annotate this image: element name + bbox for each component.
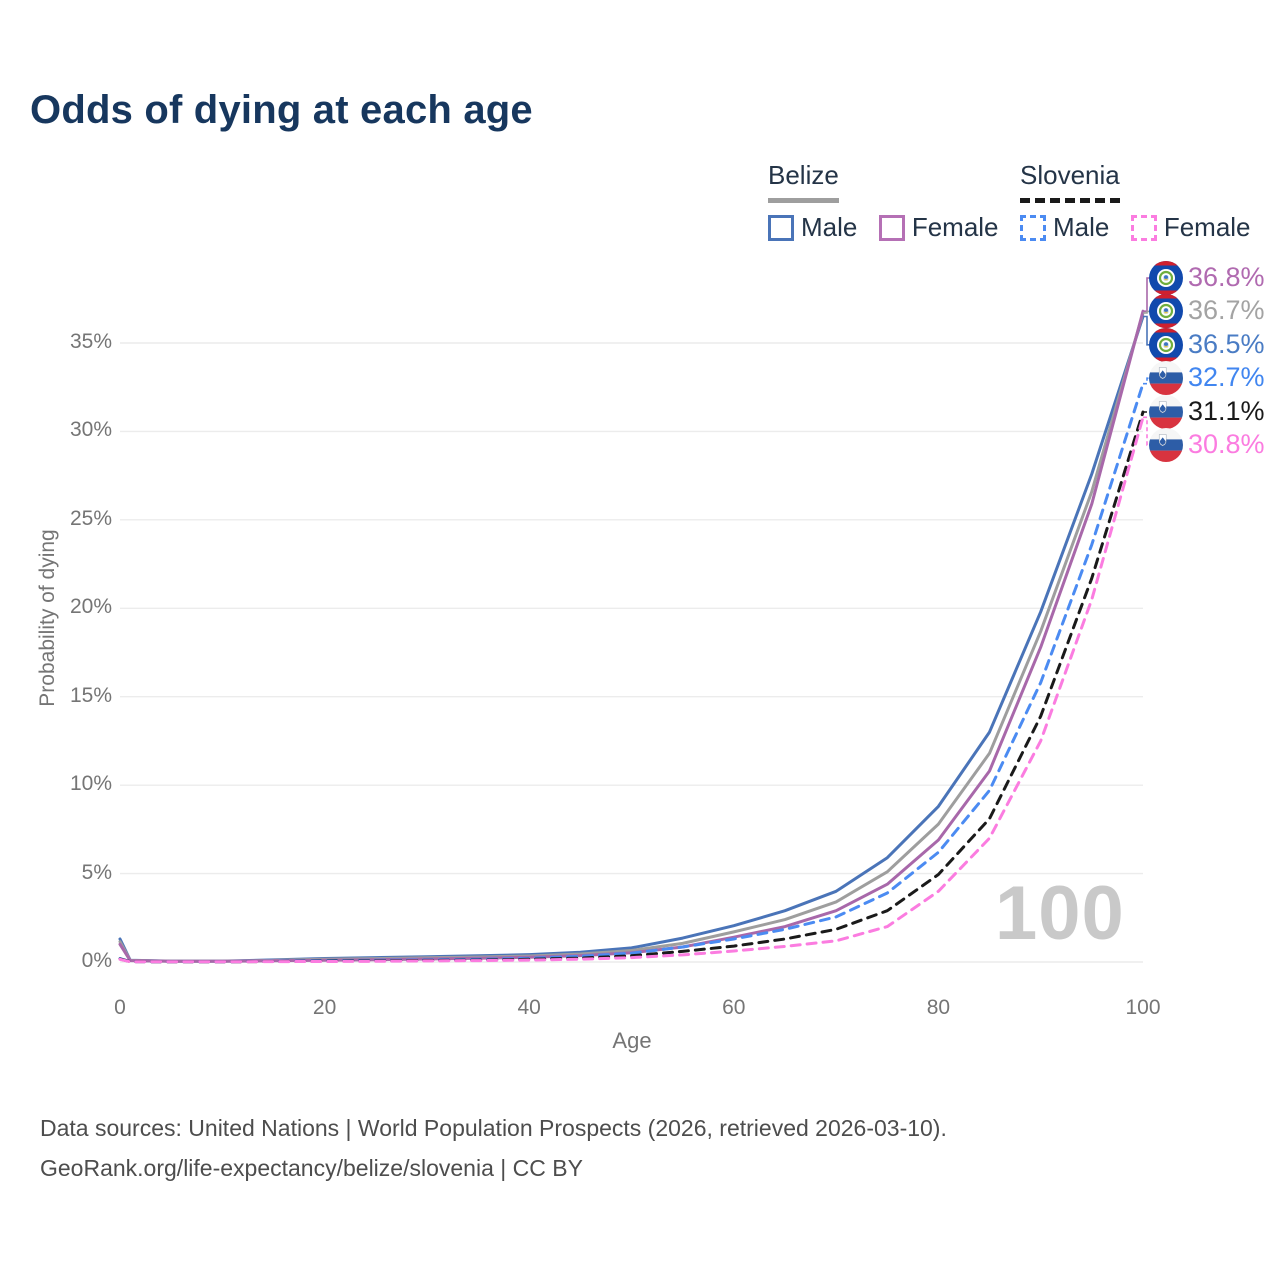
legend-group-belize: Belize Male Female: [768, 160, 1016, 246]
legend-item-belize-male[interactable]: Male: [768, 212, 857, 243]
x-axis-title: Age: [612, 1028, 652, 1053]
series-line-belize-female[interactable]: [118, 309, 1145, 963]
y-tick-label: 10%: [69, 772, 112, 796]
x-tick-label: 100: [1125, 996, 1161, 1019]
x-tick-label: 0: [114, 996, 126, 1019]
series-line-slovenia-both-sexes[interactable]: [118, 410, 1145, 964]
series-line-slovenia-male[interactable]: [118, 382, 1145, 964]
x-tick-label: 80: [926, 996, 951, 1019]
belize-flag-icon: [1149, 261, 1183, 295]
legend-item-slovenia-female[interactable]: Female: [1130, 212, 1251, 243]
x-tick-label: 60: [722, 996, 746, 1019]
page-title: Odds of dying at each age: [30, 88, 533, 132]
legend-country-slovenia[interactable]: Slovenia: [1020, 160, 1120, 203]
slovenia-flag-icon: [1149, 361, 1183, 396]
leader-line: [1143, 416, 1152, 446]
slovenia-female-swatch-icon: [1130, 214, 1157, 241]
footer: Data sources: United Nations | World Pop…: [40, 1108, 947, 1188]
y-tick-label: 5%: [81, 860, 112, 884]
y-tick-label: 15%: [69, 683, 112, 707]
y-tick-label: 35%: [69, 330, 112, 353]
end-value-label: 36.8%: [1188, 262, 1265, 292]
belize-flag-icon: [1149, 327, 1183, 362]
slovenia-male-swatch-icon: [1020, 214, 1046, 241]
series-line-belize-male[interactable]: [118, 315, 1145, 963]
series-line-belize-both-sexes[interactable]: [118, 311, 1145, 963]
y-axis-title: Probability of dying: [36, 529, 59, 707]
legend-label-belize-male: Male: [801, 212, 858, 242]
legend-group-slovenia: Slovenia Male Female: [1020, 160, 1268, 246]
legend-label-slovenia-female: Female: [1163, 212, 1251, 242]
x-tick-label: 20: [312, 996, 337, 1019]
end-value-label: 36.7%: [1188, 295, 1265, 326]
end-value-label: 31.1%: [1188, 395, 1265, 426]
leader-line: [1143, 377, 1152, 385]
legend-item-slovenia-male[interactable]: Male: [1020, 212, 1109, 243]
slovenia-flag-icon: [1149, 428, 1183, 462]
attribution-line: GeoRank.org/life-expectancy/belize/slove…: [40, 1155, 583, 1181]
legend-country-belize[interactable]: Belize: [768, 160, 839, 203]
end-value-label: 30.8%: [1188, 429, 1265, 459]
end-value-label: 32.7%: [1188, 362, 1265, 393]
y-tick-label: 30%: [69, 418, 112, 442]
age-watermark: 100: [995, 871, 1125, 956]
y-tick-label: 0%: [81, 949, 112, 972]
end-value-label: 36.5%: [1188, 328, 1265, 359]
legend-label-slovenia-male: Male: [1053, 212, 1110, 242]
y-tick-label: 25%: [69, 506, 112, 530]
slovenia-flag-icon: [1149, 394, 1183, 429]
x-tick-label: 40: [517, 996, 541, 1019]
belize-female-swatch-icon: [878, 214, 905, 241]
belize-male-swatch-icon: [768, 214, 794, 241]
y-tick-label: 20%: [69, 595, 112, 619]
data-sources-line: Data sources: United Nations | World Pop…: [40, 1115, 947, 1141]
legend-label-belize-female: Female: [911, 212, 999, 242]
series-line-slovenia-female[interactable]: [118, 415, 1145, 964]
belize-flag-icon: [1149, 294, 1183, 329]
legend-item-belize-female[interactable]: Female: [878, 212, 999, 243]
